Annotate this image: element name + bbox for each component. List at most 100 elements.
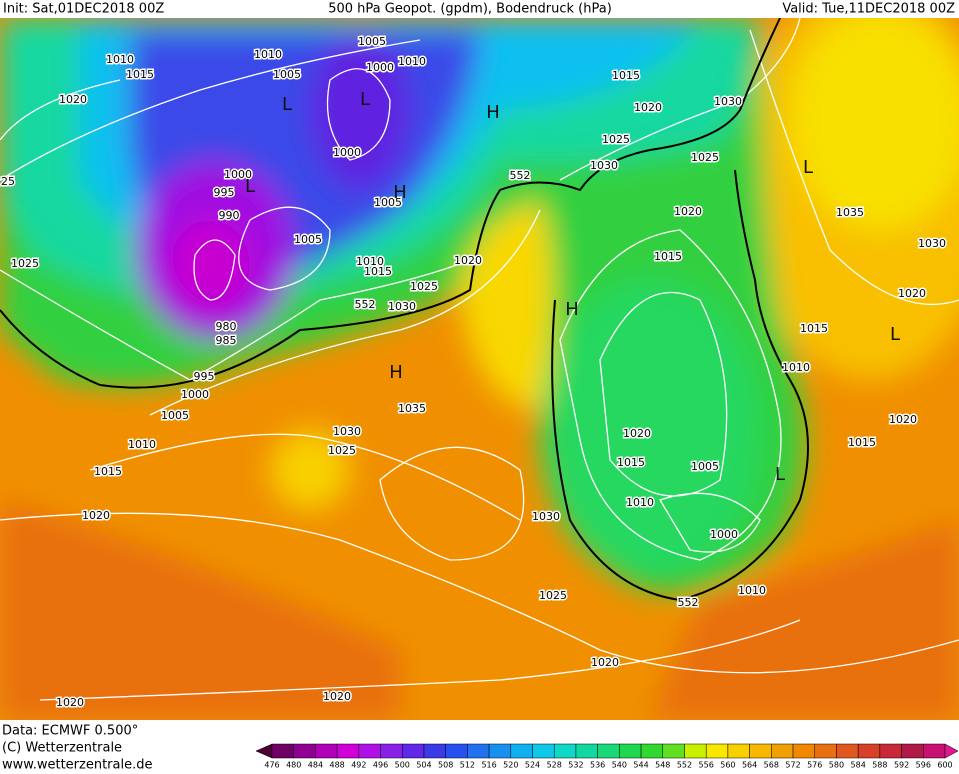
isobar-label: 1000 <box>224 168 252 181</box>
colorbar-swatch <box>467 743 490 759</box>
pressure-center: L <box>803 157 813 178</box>
pressure-center: H <box>393 182 407 203</box>
isobar-label: 1015 <box>126 68 154 81</box>
isobar-label: 1030 <box>918 237 946 250</box>
colorbar-swatch <box>684 743 707 759</box>
colorbar-label: 552 <box>677 761 692 770</box>
isobar-label: 1010 <box>254 48 282 61</box>
colorbar-label: 504 <box>416 761 431 770</box>
isobar-label: 980 <box>216 320 237 333</box>
colorbar-label: 560 <box>720 761 735 770</box>
colorbar-swatch <box>315 743 338 759</box>
colorbar-swatch <box>640 743 664 759</box>
colorbar-label: 524 <box>525 761 540 770</box>
colorbar-label: 600 <box>937 761 952 770</box>
pressure-center: L <box>360 89 370 110</box>
colorbar: 476 480 484 488 492 496 500 504 508 512 516 520 524 5… <box>255 743 959 770</box>
colorbar-swatch <box>510 743 533 759</box>
isobar-label: 1020 <box>898 287 926 300</box>
colorbar-label: 580 <box>829 761 844 770</box>
isobar-label: 1015 <box>654 250 682 263</box>
colorbar-label: 528 <box>547 761 562 770</box>
colorbar-swatch <box>923 743 946 759</box>
isobar-label: 985 <box>216 334 237 347</box>
isobar-label: 1015 <box>94 465 122 478</box>
isobar-label: 552 <box>355 298 376 311</box>
isobar-label: 1000 <box>181 388 209 401</box>
colorbar-swatch <box>857 743 881 759</box>
pressure-center: L <box>775 464 785 485</box>
valid-time: Valid: Tue,11DEC2018 00Z <box>782 2 955 17</box>
init-time: Init: Sat,01DEC2018 00Z <box>3 2 164 17</box>
isobar-label: 552 <box>510 169 531 182</box>
isobar-label: 1020 <box>59 93 87 106</box>
isobar-label: 1020 <box>323 690 351 703</box>
colorbar-label: 496 <box>373 761 388 770</box>
colorbar-swatch <box>271 743 294 759</box>
colorbar-swatch <box>380 743 403 759</box>
isobar-label: 995 <box>214 186 235 199</box>
isobar-label: 1010 <box>626 496 654 509</box>
colorbar-label: 596 <box>916 761 931 770</box>
isobar-label: 1000 <box>333 146 361 159</box>
colorbar-label: 508 <box>438 761 453 770</box>
isobar-label: 1025 <box>11 257 39 270</box>
colorbar-swatch <box>749 743 772 759</box>
colorbar-swatch <box>445 743 468 759</box>
colorbar-swatch <box>532 743 555 759</box>
isobar-label: 1005 <box>273 68 301 81</box>
isobar-label: 1025 <box>410 280 438 293</box>
isobar-label: 1010 <box>106 53 134 66</box>
colorbar-swatch <box>619 743 642 759</box>
colorbar-label: 568 <box>764 761 779 770</box>
isobar-label: 25 <box>1 175 15 188</box>
colorbar-label: 536 <box>590 761 605 770</box>
isobar-label: 1015 <box>617 456 645 469</box>
pressure-center: H <box>486 102 500 123</box>
isobar-label: 1000 <box>366 61 394 74</box>
colorbar-label: 516 <box>481 761 496 770</box>
isobar-label: 1010 <box>738 584 766 597</box>
colorbar-label: 576 <box>807 761 822 770</box>
isobar-label: 1030 <box>532 510 560 523</box>
colorbar-label: 532 <box>568 761 583 770</box>
colorbar-end <box>944 743 959 759</box>
colorbar-label: 484 <box>308 761 323 770</box>
colorbar-swatch <box>597 743 620 759</box>
colorbar-label: 544 <box>633 761 648 770</box>
colorbar-swatch <box>836 743 859 759</box>
colorbar-swatch <box>814 743 837 759</box>
isobar-label: 1035 <box>836 206 864 219</box>
colorbar-swatch <box>553 743 577 759</box>
colorbar-label: 556 <box>699 761 714 770</box>
isobar-label: 1030 <box>590 159 618 172</box>
isobar-label: 1020 <box>454 254 482 267</box>
colorbar-label: 548 <box>655 761 670 770</box>
isobar-label: 1025 <box>539 589 567 602</box>
pressure-center: L <box>890 324 900 345</box>
colorbar-label: 584 <box>851 761 866 770</box>
isobar-label: 1015 <box>848 436 876 449</box>
colorbar-swatch <box>727 743 750 759</box>
isobar-label: 1020 <box>591 656 619 669</box>
pressure-center: H <box>389 362 403 383</box>
isobar-label: 1005 <box>691 460 719 473</box>
isobar-label: 1015 <box>800 322 828 335</box>
colorbar-label: 476 <box>264 761 279 770</box>
pressure-center: L <box>282 94 292 115</box>
isobar-label: 1005 <box>374 196 402 209</box>
isobar-label: 1020 <box>56 696 84 709</box>
colorbar-swatch <box>662 743 685 759</box>
colorbar-label: 564 <box>742 761 757 770</box>
colorbar-label: 512 <box>460 761 475 770</box>
pressure-center: L <box>245 176 255 197</box>
colorbar-swatch <box>293 743 316 759</box>
colorbar-label: 520 <box>503 761 518 770</box>
isobar-label: 1030 <box>714 95 742 108</box>
colorbar-swatch <box>575 743 598 759</box>
isobar-label: 1010 <box>356 255 384 268</box>
colorbar-swatch <box>792 743 815 759</box>
isobar-label: 995 <box>194 370 215 383</box>
colorbar-label: 572 <box>785 761 800 770</box>
